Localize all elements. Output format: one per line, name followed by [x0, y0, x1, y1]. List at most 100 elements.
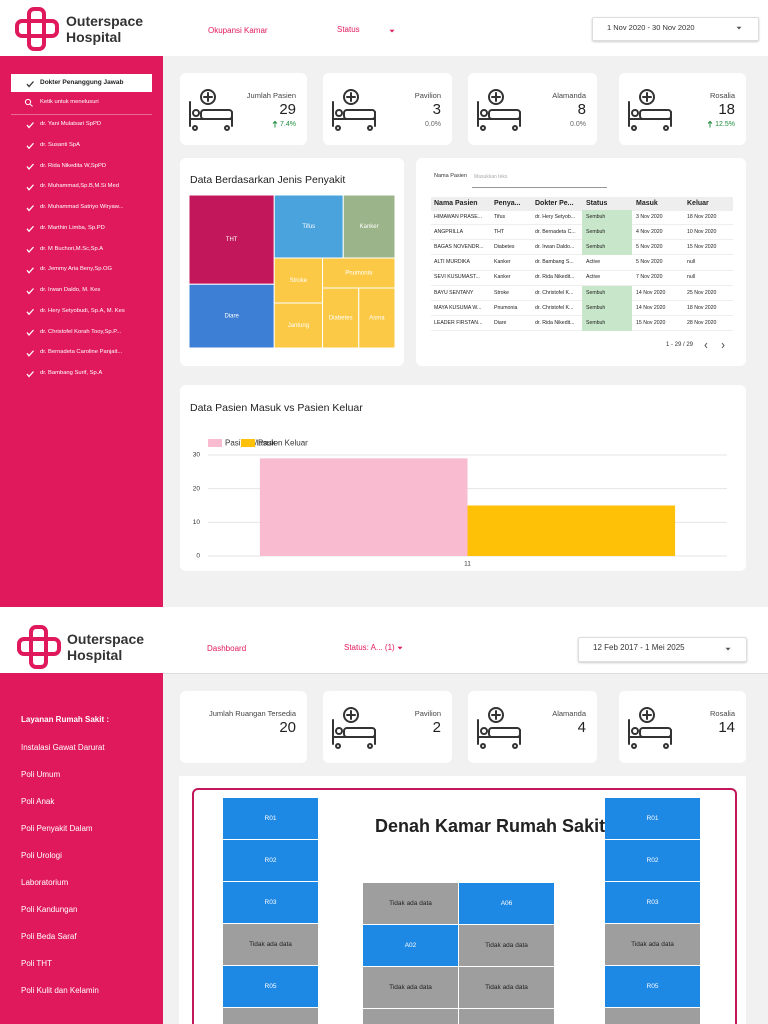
kpi-value: 14 [718, 719, 735, 736]
room-label: Tidak ada data [389, 900, 432, 907]
nav-link[interactable]: Dashboard [207, 644, 247, 653]
room-label: R05 [646, 983, 659, 990]
column-header[interactable]: Masuk [636, 200, 658, 207]
room-label: R02 [646, 857, 659, 864]
service-link[interactable]: Laboratorium [21, 878, 69, 887]
room-label: R01 [264, 815, 277, 822]
kpi-value: 2 [432, 719, 441, 736]
service-link[interactable]: Poli Kandungan [21, 905, 78, 914]
service-link[interactable]: Poli THT [21, 959, 52, 968]
kpi-label: Rosalia [709, 709, 735, 718]
date-picker[interactable] [578, 637, 747, 662]
table-cell: MAYA KUSUMA W... [434, 304, 482, 311]
filter-option[interactable]: dr. Hery Setyobudi, Sp.A, M. Kes [40, 307, 125, 314]
room: Tidak ada data [605, 924, 700, 965]
filter-option[interactable]: dr. Bambang Surif, Sp.A [40, 370, 103, 376]
filter-option[interactable]: dr. Bernadeta Caroline Panjait... [40, 349, 123, 356]
column-header[interactable]: Dokter Pe... [535, 200, 574, 207]
table-cell: 14 Nov 2020 [636, 304, 666, 311]
column-header[interactable]: Status [586, 200, 608, 207]
status-highlight [582, 316, 632, 332]
service-link[interactable]: Poli Urologi [21, 851, 62, 860]
room: Tidak ada data [459, 925, 554, 966]
nav-link[interactable]: Okupansi Kamar [208, 26, 268, 35]
kpi-value: 3 [432, 101, 441, 118]
kpi-value: 4 [577, 719, 586, 736]
table-cell: dr. Irwan Daldo... [535, 243, 575, 250]
filter-option[interactable]: dr. Rida Nikedita W,SpPD [40, 162, 107, 169]
brand: Hospital [67, 647, 123, 663]
nav-link[interactable]: Status: A... (1) [344, 643, 395, 652]
table-cell: 25 Nov 2020 [687, 289, 717, 296]
filter-option[interactable]: dr. Christofel Korah Tooy,Sp.P... [40, 328, 122, 335]
filter-option[interactable]: dr. Marthin Limba, Sp.PD [40, 224, 105, 231]
kpi-delta: 7.4% [280, 121, 296, 128]
filter-title[interactable]: Dokter Penanggung Jawab [40, 79, 124, 86]
room-label: Tidak ada data [485, 984, 528, 991]
service-link[interactable]: Poli Penyakit Dalam [21, 824, 93, 833]
kpi-value: 29 [279, 101, 296, 118]
column-header[interactable]: Nama Pasien [434, 200, 478, 207]
room: Tidak ada data [223, 924, 318, 965]
search-placeholder: Masukkan teks [474, 174, 508, 180]
table-cell: 5 Nov 2020 [636, 243, 663, 250]
room: R01 [223, 798, 318, 839]
room-label: Tidak ada data [249, 941, 292, 948]
table-cell: Sembuh [586, 243, 606, 250]
filter-option[interactable]: dr. Jemmy Aria Beny,Sp.OG [40, 266, 113, 273]
column-header[interactable]: Keluar [687, 200, 709, 207]
chart-title: Data Berdasarkan Jenis Penyakit [190, 174, 346, 186]
room-partial [605, 1008, 700, 1024]
services-title: Layanan Rumah Sakit : [21, 715, 110, 724]
table-cell: dr. Christofel K... [535, 289, 574, 296]
service-link[interactable]: Instalasi Gawat Darurat [21, 743, 105, 752]
table-cell: 18 Nov 2020 [687, 213, 717, 220]
status-highlight [582, 286, 632, 301]
table-cell: dr. Rida Nikedit... [535, 319, 575, 326]
chart-title: Data Pasien Masuk vs Pasien Keluar [190, 402, 363, 414]
table-cell: dr. Christofel K... [535, 304, 574, 311]
service-link[interactable]: Poli Anak [21, 797, 55, 806]
table-cell: Pnumonia [494, 304, 518, 311]
status-highlight [582, 210, 632, 225]
card [180, 691, 307, 763]
nav-link[interactable]: Status [337, 25, 360, 34]
search-input[interactable] [472, 171, 607, 188]
service-link[interactable]: Poli Beda Saraf [21, 932, 77, 941]
filter-search[interactable]: Ketik untuk menelusuri [40, 99, 99, 105]
room: R03 [605, 882, 700, 923]
table-cell: HIMAWAN PRASE... [434, 213, 483, 220]
table-cell: dr. Bernadeta C... [535, 228, 576, 235]
filter-option[interactable]: dr. Yani Mulatsari SpPD [40, 121, 102, 127]
table-cell: Active [586, 259, 601, 266]
service-link[interactable]: Poli Kulit dan Kelamin [21, 986, 99, 995]
table-cell: Diare [494, 319, 507, 326]
filter-option[interactable]: dr. M Buchori,M.Sc,Sp.A [40, 245, 104, 252]
date-range: 1 Nov 2020 - 30 Nov 2020 [607, 23, 695, 32]
filter-option[interactable]: dr. Muhammad Satriyo Wiryaw... [40, 204, 124, 210]
table-cell: Sembuh [586, 304, 606, 311]
room: Tidak ada data [363, 883, 458, 924]
room-label: R05 [264, 983, 277, 990]
room: Tidak ada data [459, 967, 554, 1008]
table-cell: Diabetes [494, 243, 515, 250]
table-cell: Kanker [494, 259, 511, 266]
room: R03 [223, 882, 318, 923]
room-label: R02 [264, 857, 277, 864]
service-link[interactable]: Poli Umum [21, 770, 61, 779]
table-cell: Sembuh [586, 213, 606, 220]
room: A06 [459, 883, 554, 924]
room-label: R01 [646, 815, 659, 822]
brand: Hospital [66, 29, 122, 45]
filter-selected[interactable] [11, 74, 152, 92]
date-picker[interactable] [592, 17, 759, 41]
table-cell: ALTI MURDIKA [434, 259, 470, 266]
table-cell: 14 Nov 2020 [636, 289, 666, 296]
column-header[interactable]: Penya... [494, 200, 521, 207]
room-label: R03 [264, 899, 277, 906]
table-cell: 18 Nov 2020 [687, 304, 717, 311]
filter-option[interactable]: dr. Susanti SpA [40, 141, 80, 148]
filter-option[interactable]: dr. Irwan Daldo, M. Kes [40, 287, 101, 293]
room-partial [459, 1009, 554, 1024]
filter-option[interactable]: dr. Muhammad,Sp.B,M.Si Med [40, 183, 119, 190]
